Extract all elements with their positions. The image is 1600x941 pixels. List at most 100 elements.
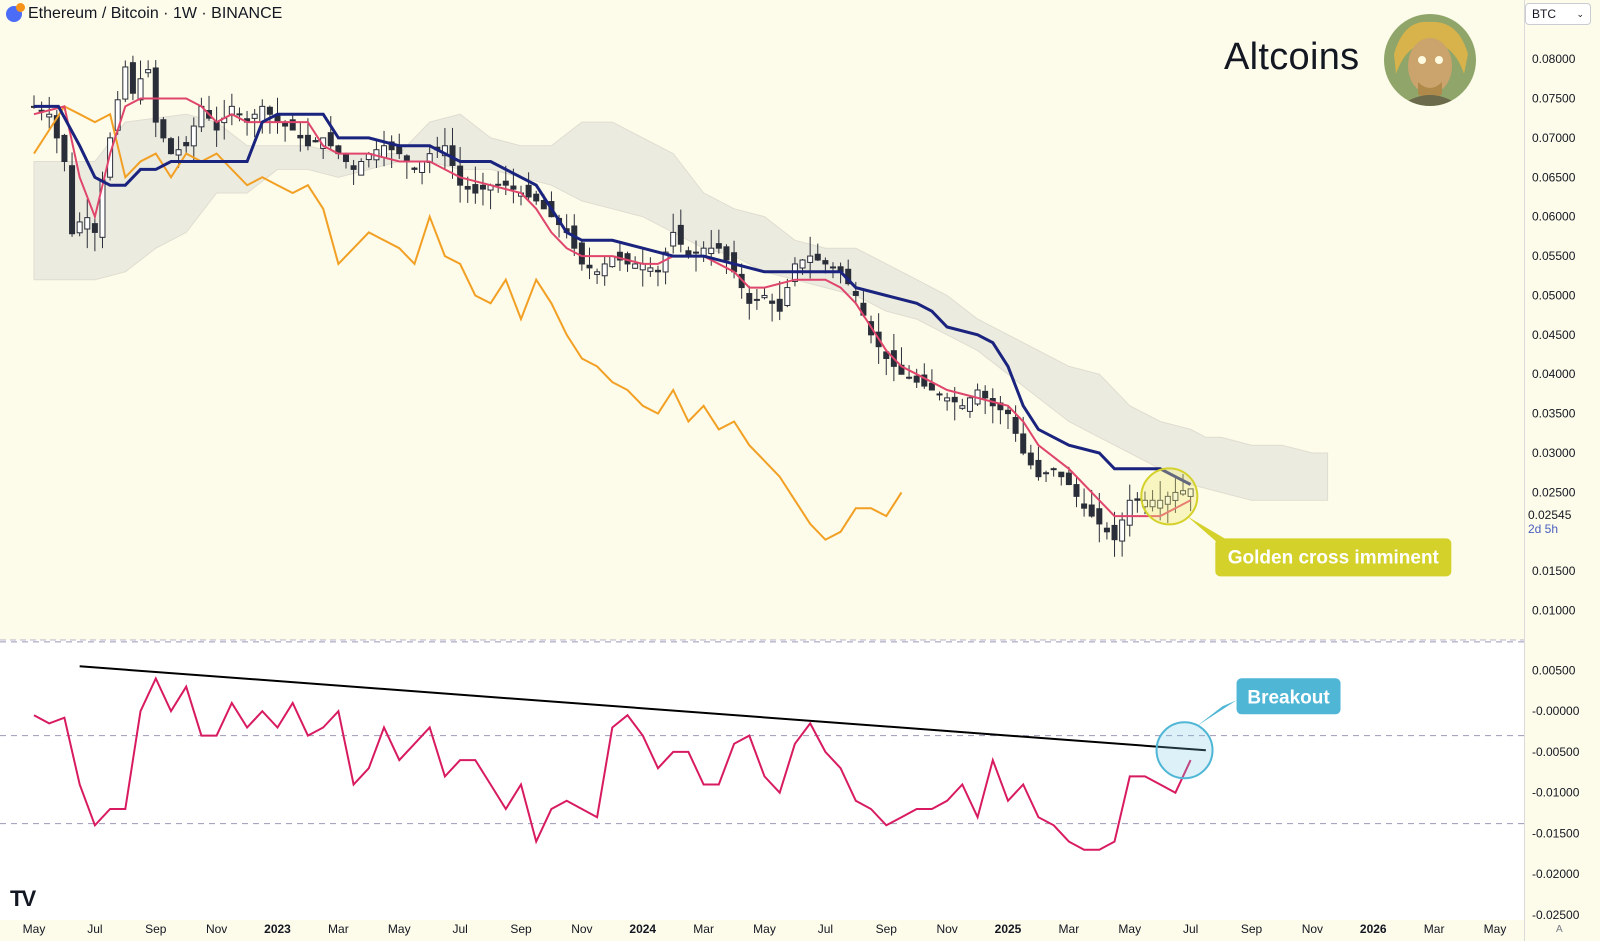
candle-body bbox=[540, 199, 547, 210]
candle-body bbox=[1180, 490, 1187, 495]
candle-body bbox=[746, 293, 753, 304]
candle-body bbox=[944, 397, 951, 402]
candle-body bbox=[769, 300, 776, 304]
candle-body bbox=[982, 390, 989, 399]
x-axis-tick-label: Jul bbox=[452, 922, 467, 936]
candle-body bbox=[137, 78, 144, 101]
candle-body bbox=[266, 106, 273, 115]
candle-body bbox=[1134, 498, 1141, 501]
candle-body bbox=[616, 251, 623, 261]
base-line bbox=[34, 104, 1192, 486]
avatar bbox=[1384, 14, 1476, 106]
candle-body bbox=[761, 294, 768, 299]
candle-body bbox=[152, 67, 159, 123]
x-axis-tick-label: 2026 bbox=[1360, 922, 1387, 936]
candle-body bbox=[829, 266, 836, 269]
x-axis-tick-label: 2024 bbox=[629, 922, 656, 936]
last-price-value: 0.02545 bbox=[1528, 508, 1572, 522]
candle-body bbox=[84, 217, 91, 230]
symbol-header[interactable]: Ethereum / Bitcoin · 1W · BINANCE bbox=[6, 3, 282, 24]
x-axis-tick-label: Jul bbox=[1183, 922, 1198, 936]
last-price-label: 0.02545 2d 5h bbox=[1528, 508, 1592, 538]
candle-body bbox=[1012, 416, 1019, 434]
candle-body bbox=[1050, 468, 1057, 471]
candle-body bbox=[1058, 471, 1065, 478]
candle-body bbox=[350, 165, 357, 170]
candle-body bbox=[708, 247, 715, 255]
breakout-circle bbox=[1155, 721, 1214, 780]
candle-body bbox=[959, 405, 966, 409]
currency-select[interactable]: BTC ⌄ bbox=[1525, 3, 1591, 25]
lagging-span-line bbox=[33, 105, 903, 541]
candle-body bbox=[251, 113, 258, 119]
candle-body bbox=[472, 184, 479, 194]
candle-body bbox=[1096, 508, 1103, 525]
candle-body bbox=[167, 138, 174, 155]
x-axis-tick-label: May bbox=[23, 922, 46, 936]
x-axis-tick-label: May bbox=[1484, 922, 1507, 936]
x-axis-tick-label: Sep bbox=[145, 922, 167, 936]
tradingview-logo[interactable]: TV bbox=[10, 886, 36, 911]
candle-body bbox=[936, 393, 943, 396]
candle-body bbox=[228, 105, 235, 115]
candle-body bbox=[1081, 503, 1088, 509]
candle-body bbox=[495, 183, 502, 186]
candle-body bbox=[822, 260, 829, 265]
candle-body bbox=[502, 180, 509, 186]
candle-body bbox=[1035, 459, 1042, 478]
candle-body bbox=[76, 221, 83, 234]
candle-body bbox=[928, 382, 935, 391]
eth-btc-coin-icon bbox=[6, 3, 25, 22]
auto-scale-button[interactable]: A bbox=[1556, 924, 1563, 935]
candle-body bbox=[464, 185, 471, 190]
candle-body bbox=[53, 115, 60, 139]
brand-title: Altcoins bbox=[1224, 36, 1360, 78]
candle-body bbox=[1073, 484, 1080, 497]
candle-body bbox=[1043, 472, 1050, 475]
x-axis-tick-label: Nov bbox=[571, 922, 592, 936]
candle-body bbox=[1187, 488, 1194, 497]
candle-body bbox=[160, 119, 167, 139]
candle-body bbox=[715, 243, 722, 249]
golden-cross-box bbox=[1215, 538, 1452, 577]
golden-cross-label: Golden cross imminent bbox=[1228, 547, 1440, 568]
x-axis-tick-label: 2025 bbox=[995, 922, 1022, 936]
candle-body bbox=[647, 267, 654, 272]
candle-body bbox=[419, 161, 426, 173]
candle-body bbox=[601, 263, 608, 277]
oscillator-trendline bbox=[79, 665, 1206, 752]
oscillator-line bbox=[33, 676, 1192, 851]
candle-body bbox=[289, 119, 296, 131]
candle-body bbox=[913, 375, 920, 383]
breakout-label: Breakout bbox=[1247, 687, 1330, 708]
candle-body bbox=[282, 122, 289, 127]
price-axis[interactable] bbox=[1524, 0, 1600, 941]
x-axis-tick-label: May bbox=[388, 922, 411, 936]
candle-body bbox=[381, 145, 388, 158]
candle-body bbox=[693, 251, 700, 254]
candle-body bbox=[304, 134, 311, 147]
candle-body bbox=[327, 132, 334, 147]
x-axis-tick-label: May bbox=[1118, 922, 1141, 936]
x-axis-tick-label: Jul bbox=[818, 922, 833, 936]
candle-body bbox=[91, 223, 98, 233]
candle-body bbox=[1172, 491, 1179, 501]
x-axis-tick-label: Jul bbox=[87, 922, 102, 936]
candle-body bbox=[578, 242, 585, 265]
candle-body bbox=[1157, 499, 1164, 509]
candle-body bbox=[122, 66, 129, 100]
candle-body bbox=[609, 255, 616, 268]
candle-body bbox=[183, 142, 190, 147]
x-axis-tick-label: 2023 bbox=[264, 922, 291, 936]
x-axis-tick-label: Sep bbox=[510, 922, 532, 936]
candle-body bbox=[69, 165, 76, 235]
candle-body bbox=[1126, 499, 1133, 526]
candle-body bbox=[175, 149, 182, 156]
candle-body bbox=[312, 140, 319, 143]
candle-body bbox=[1088, 504, 1095, 517]
candle-body bbox=[799, 259, 806, 269]
candle-body bbox=[510, 185, 517, 190]
candle-body bbox=[342, 153, 349, 163]
